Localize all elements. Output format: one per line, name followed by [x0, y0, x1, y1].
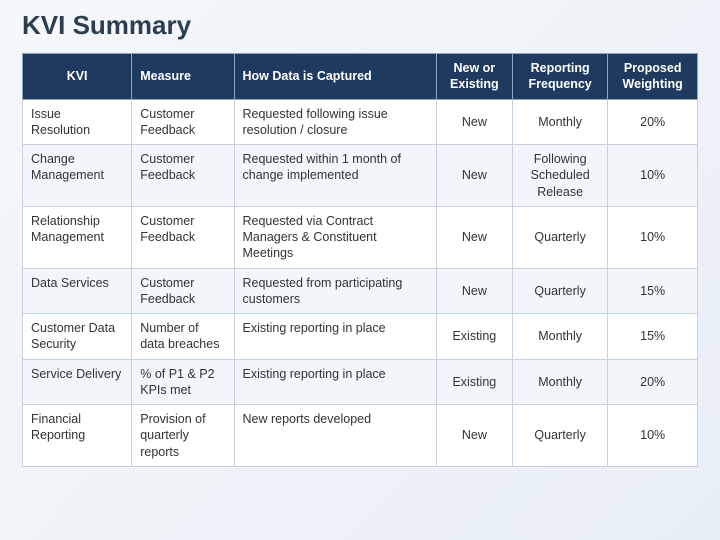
cell-freq: Monthly	[512, 359, 607, 405]
cell-measure: Customer Feedback	[132, 268, 234, 314]
cell-weight: 15%	[608, 314, 698, 360]
cell-freq: Quarterly	[512, 268, 607, 314]
cell-kvi: Relationship Management	[23, 206, 132, 268]
cell-measure: Customer Feedback	[132, 145, 234, 207]
cell-weight: 20%	[608, 359, 698, 405]
cell-new: New	[436, 268, 512, 314]
kvi-table: KVI Measure How Data is Captured New or …	[22, 53, 698, 467]
table-header: KVI Measure How Data is Captured New or …	[23, 54, 698, 100]
col-header-new: New or Existing	[436, 54, 512, 100]
table-header-row: KVI Measure How Data is Captured New or …	[23, 54, 698, 100]
slide: KVI Summary KVI Measure How Data is Capt…	[0, 0, 720, 477]
cell-new: Existing	[436, 314, 512, 360]
cell-capture: Requested following issue resolution / c…	[234, 99, 436, 145]
cell-freq: Quarterly	[512, 405, 607, 467]
cell-new: Existing	[436, 359, 512, 405]
table-body: Issue Resolution Customer Feedback Reque…	[23, 99, 698, 466]
cell-measure: Customer Feedback	[132, 99, 234, 145]
cell-capture: Existing reporting in place	[234, 314, 436, 360]
cell-capture: Requested within 1 month of change imple…	[234, 145, 436, 207]
cell-freq: Monthly	[512, 314, 607, 360]
col-header-measure: Measure	[132, 54, 234, 100]
table-row: Change Management Customer Feedback Requ…	[23, 145, 698, 207]
cell-kvi: Data Services	[23, 268, 132, 314]
col-header-capture: How Data is Captured	[234, 54, 436, 100]
table-row: Relationship Management Customer Feedbac…	[23, 206, 698, 268]
cell-weight: 20%	[608, 99, 698, 145]
cell-measure: % of P1 & P2 KPIs met	[132, 359, 234, 405]
cell-capture: Existing reporting in place	[234, 359, 436, 405]
cell-kvi: Issue Resolution	[23, 99, 132, 145]
cell-measure: Provision of quarterly reports	[132, 405, 234, 467]
cell-weight: 10%	[608, 405, 698, 467]
cell-kvi: Customer Data Security	[23, 314, 132, 360]
cell-new: New	[436, 99, 512, 145]
cell-freq: Following Scheduled Release	[512, 145, 607, 207]
cell-new: New	[436, 145, 512, 207]
cell-weight: 10%	[608, 145, 698, 207]
col-header-kvi: KVI	[23, 54, 132, 100]
table-row: Customer Data Security Number of data br…	[23, 314, 698, 360]
cell-measure: Number of data breaches	[132, 314, 234, 360]
table-row: Data Services Customer Feedback Requeste…	[23, 268, 698, 314]
cell-kvi: Financial Reporting	[23, 405, 132, 467]
cell-freq: Monthly	[512, 99, 607, 145]
cell-capture: New reports developed	[234, 405, 436, 467]
col-header-freq: Reporting Frequency	[512, 54, 607, 100]
page-title: KVI Summary	[22, 10, 698, 41]
cell-capture: Requested via Contract Managers & Consti…	[234, 206, 436, 268]
cell-measure: Customer Feedback	[132, 206, 234, 268]
cell-kvi: Change Management	[23, 145, 132, 207]
table-row: Financial Reporting Provision of quarter…	[23, 405, 698, 467]
table-row: Service Delivery % of P1 & P2 KPIs met E…	[23, 359, 698, 405]
cell-new: New	[436, 405, 512, 467]
cell-new: New	[436, 206, 512, 268]
table-row: Issue Resolution Customer Feedback Reque…	[23, 99, 698, 145]
cell-capture: Requested from participating customers	[234, 268, 436, 314]
cell-weight: 15%	[608, 268, 698, 314]
col-header-weight: Proposed Weighting	[608, 54, 698, 100]
cell-kvi: Service Delivery	[23, 359, 132, 405]
cell-freq: Quarterly	[512, 206, 607, 268]
cell-weight: 10%	[608, 206, 698, 268]
